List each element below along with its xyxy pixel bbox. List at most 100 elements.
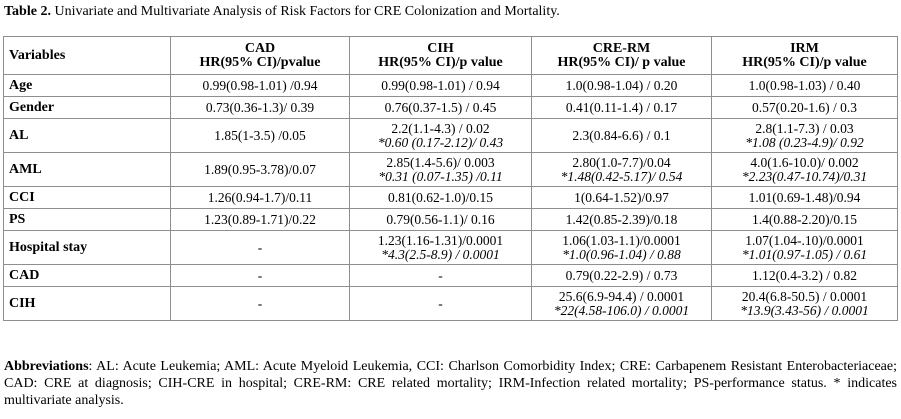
variable-cell: CIH [3,286,171,321]
value-cell: 1.26(0.94-1.7)/0.11 [170,186,350,209]
value-cell: 0.99(0.98-1.01) /0.94 [170,74,350,97]
multivariate-value: *1.48(0.42-5.17)/ 0.54 [560,168,683,184]
univariate-value: 2.8(1.1-7.3) / 0.03 [755,120,854,136]
multivariate-value: *0.60 (0.17-2.12)/ 0.43 [377,134,504,150]
univariate-value: - [438,295,443,311]
table-row: AML 1.89(0.95-3.78)/0.07 2.85(1.4-5.6)/ 0.… [3,152,898,187]
univariate-value: 20.4(6.8-50.5) / 0.0001 [741,288,868,304]
univariate-value: 1.26(0.94-1.7)/0.11 [207,189,313,205]
value-cell: 1.4(0.88-2.20)/0.15 [711,208,898,231]
value-cell: 2.85(1.4-5.6)/ 0.003 *0.31 (0.07-1.35) /0… [349,152,532,187]
column-header: CIH HR(95% CI)/p value [349,36,532,75]
variable-cell: Gender [3,96,171,119]
column-header-title: IRM [790,40,819,56]
value-cell: 0.81(0.62-1.0)/0.15 [349,186,532,209]
value-cell: 1.89(0.95-3.78)/0.07 [170,152,350,187]
table-row: CAD - - 0.79(0.22-2.9) / 0.73 1.12(0.4-3.2) … [3,264,898,287]
value-cell: 25.6(6.9-94.4) / 0.0001 *22(4.58-106.0) /… [531,286,712,321]
univariate-value: 0.76(0.37-1.5) / 0.45 [384,99,497,115]
table-row: PS 1.23(0.89-1.71)/0.22 0.79(0.56-1.1)/ 0.… [3,208,898,231]
univariate-value: 4.0(1.6-10.0)/ 0.002 [750,154,859,170]
univariate-value: - [257,267,263,283]
value-cell: 1.0(0.98-1.04) / 0.20 [531,74,712,97]
multivariate-value: *4.3(2.5-8.9) / 0.0001 [381,246,500,262]
column-header-title: Variables [9,47,66,63]
univariate-value: 0.41(0.11-1.4) / 0.17 [565,99,678,115]
column-header-subtitle: HR(95% CI)/pvalue [199,54,321,70]
footnote-text: : AL: Acute Leukemia; AML: Acute Myeloid… [4,359,897,408]
univariate-value: 2.80(1.0-7.7)/0.04 [572,154,671,170]
value-cell: 1.23(0.89-1.71)/0.22 [170,208,350,231]
univariate-value: 0.79(0.56-1.1)/ 0.16 [386,211,495,227]
variable-cell: CCI [3,186,171,209]
univariate-value: 1(0.64-1.52)/0.97 [574,189,669,205]
table-row: Hospital stay - 1.23(1.16-1.31)/0.0001 *4.3… [3,230,898,265]
table-body: Age 0.99(0.98-1.01) /0.94 0.99(0.98-1.01) … [3,74,898,321]
value-cell: 0.73(0.36-1.3)/ 0.39 [170,96,350,119]
value-cell: 0.99(0.98-1.01) / 0.94 [349,74,532,97]
univariate-value: 2.2(1.1-4.3) / 0.02 [391,120,490,136]
multivariate-value: *0.31 (0.07-1.35) /0.11 [378,168,503,184]
variable-cell: AL [3,118,171,153]
univariate-value: 1.06(1.03-1.1)/0.0001 [562,232,681,248]
column-header: CAD HR(95% CI)/pvalue [170,36,350,75]
multivariate-value: *1.01(0.97-1.05) / 0.61 [741,246,868,262]
value-cell: 1.0(0.98-1.03) / 0.40 [711,74,898,97]
table-row: Age 0.99(0.98-1.01) /0.94 0.99(0.98-1.01) … [3,74,898,97]
univariate-value: 2.3(0.84-6.6) / 0.1 [572,127,671,143]
univariate-value: 0.57(0.20-1.6) / 0.3 [752,99,857,115]
univariate-value: - [257,239,263,255]
value-cell: 1.12(0.4-3.2) / 0.82 [711,264,898,287]
variable-cell: Hospital stay [3,230,171,265]
table-row: CIH - - 25.6(6.9-94.4) / 0.0001 *22(4.58-106… [3,286,898,321]
column-header-title: CAD [244,40,276,56]
risk-factor-table: Variables CAD HR(95% CI)/pvalue CIH HR(95% C… [3,36,898,321]
value-cell: 0.79(0.22-2.9) / 0.73 [531,264,712,287]
multivariate-value: *13.9(3.43-56) / 0.0001 [740,302,869,318]
value-cell: 1.06(1.03-1.1)/0.0001 *1.0(0.96-1.04) / 0… [531,230,712,265]
table-row: Gender 0.73(0.36-1.3)/ 0.39 0.76(0.37-1.5)… [3,96,898,119]
value-cell: 1.85(1-3.5) /0.05 [170,118,350,153]
multivariate-value: *22(4.58-106.0) / 0.0001 [553,302,690,318]
univariate-value: 0.99(0.98-1.01) /0.94 [202,77,318,93]
multivariate-value: *1.08 (0.23-4.9)/ 0.92 [745,134,864,150]
univariate-value: 0.81(0.62-1.0)/0.15 [388,189,493,205]
univariate-value: 1.89(0.95-3.78)/0.07 [204,161,316,177]
value-cell: 1(0.64-1.52)/0.97 [531,186,712,209]
caption-label: Table 2. [4,4,51,19]
value-cell: 1.23(1.16-1.31)/0.0001 *4.3(2.5-8.9) / 0.… [349,230,532,265]
univariate-value: 0.99(0.98-1.01) / 0.94 [381,77,500,93]
column-header-subtitle: HR(95% CI)/ p value [557,54,686,70]
table-row: AL 1.85(1-3.5) /0.05 2.2(1.1-4.3) / 0.02 *0… [3,118,898,153]
value-cell: - [349,286,532,321]
univariate-value: 1.0(0.98-1.03) / 0.40 [748,77,861,93]
column-header-title: CRE-RM [592,40,651,56]
table-row: CCI 1.26(0.94-1.7)/0.11 0.81(0.62-1.0)/0.1… [3,186,898,209]
univariate-value: 25.6(6.9-94.4) / 0.0001 [558,288,685,304]
univariate-value: 1.01(0.69-1.48)/0.94 [748,189,861,205]
value-cell: - [170,286,350,321]
univariate-value: - [257,295,263,311]
univariate-value: 1.12(0.4-3.2) / 0.82 [752,267,857,283]
univariate-value: 1.23(0.89-1.71)/0.22 [204,211,316,227]
univariate-value: 1.4(0.88-2.20)/0.15 [752,211,857,227]
value-cell: 20.4(6.8-50.5) / 0.0001 *13.9(3.43-56) / … [711,286,898,321]
variable-cell: CAD [3,264,171,287]
value-cell: 0.41(0.11-1.4) / 0.17 [531,96,712,119]
value-cell: 2.8(1.1-7.3) / 0.03 *1.08 (0.23-4.9)/ 0.9… [711,118,898,153]
column-header-subtitle: HR(95% CI)/p value [378,54,503,70]
univariate-value: - [438,267,443,283]
variable-cell: PS [3,208,171,231]
univariate-value: 1.42(0.85-2.39)/0.18 [565,211,678,227]
value-cell: 0.76(0.37-1.5) / 0.45 [349,96,532,119]
univariate-value: 0.79(0.22-2.9) / 0.73 [565,267,678,283]
univariate-value: 1.85(1-3.5) /0.05 [214,127,306,143]
caption-text: Univariate and Multivariate Analysis of … [50,4,560,19]
multivariate-value: *2.23(0.47-10.74)/0.31 [741,168,868,184]
univariate-value: 1.07(1.04-.10)/0.0001 [745,232,864,248]
value-cell: 2.3(0.84-6.6) / 0.1 [531,118,712,153]
column-header-subtitle: HR(95% CI)/p value [742,54,867,70]
univariate-value: 1.0(0.98-1.04) / 0.20 [565,77,678,93]
footnote-label: Abbreviations [4,359,89,374]
univariate-value: 0.73(0.36-1.3)/ 0.39 [205,99,315,115]
